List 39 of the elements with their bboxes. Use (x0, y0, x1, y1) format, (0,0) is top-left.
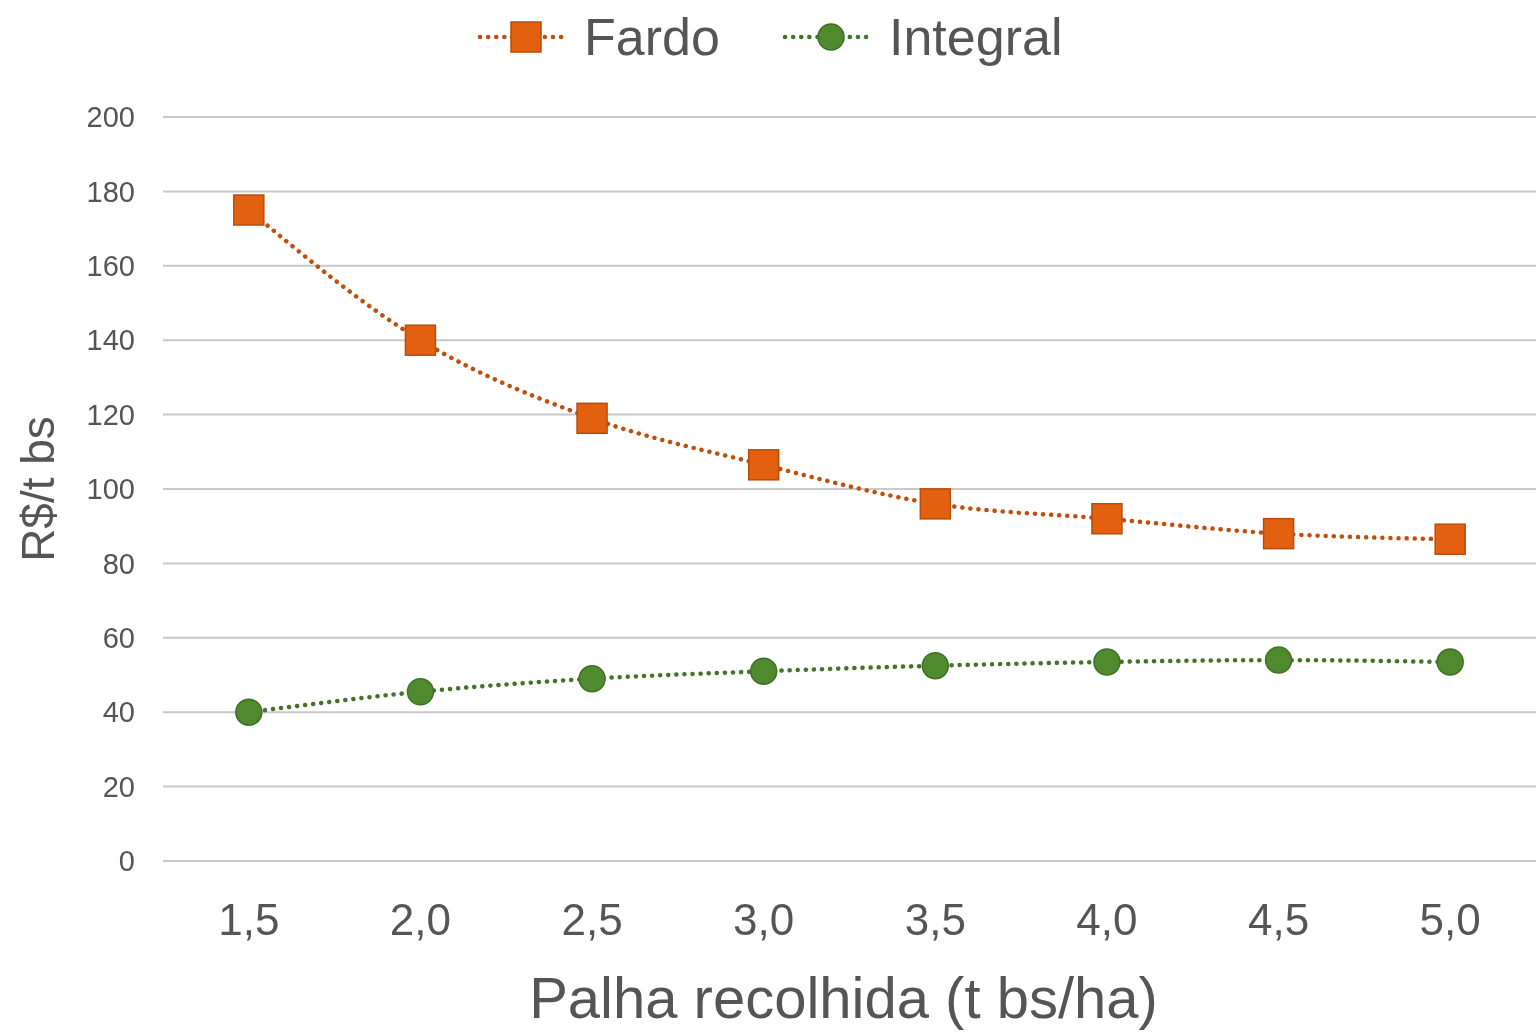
x-tick-label: 5,0 (1419, 895, 1481, 945)
point (406, 677, 435, 706)
y-tick-label: 20 (102, 770, 135, 803)
y-axis-title: R$/t bs (12, 416, 65, 562)
x-tick-label: 4,5 (1247, 895, 1310, 945)
y-tick-label: 40 (102, 696, 135, 729)
y-tick-label: 60 (102, 621, 135, 654)
point (1091, 503, 1123, 535)
x-tick-label: 3,5 (904, 895, 966, 945)
x-tick-label: 2,5 (561, 895, 623, 945)
point (1434, 523, 1466, 555)
y-tick-label: 0 (118, 845, 135, 878)
x-tick-label: 2,0 (389, 895, 452, 945)
y-tick-label: 100 (86, 473, 135, 506)
y-tick-label: 80 (102, 547, 135, 580)
x-axis-title: Palha recolhida (t bs/ha) (529, 965, 1158, 1031)
x-tick-label: 1,5 (218, 895, 280, 945)
point (576, 402, 608, 435)
legend-label: Integral (889, 8, 1063, 67)
y-tick-label: 180 (86, 175, 135, 208)
y-tick-label: 120 (86, 398, 135, 431)
point (1436, 648, 1464, 676)
point (1262, 517, 1295, 550)
point (578, 664, 606, 693)
legend-label: Fardo (584, 8, 720, 67)
y-tick-label: 160 (86, 249, 135, 282)
y-tick-label: 140 (86, 324, 135, 357)
point (235, 698, 263, 726)
y-tick-label: 200 (86, 101, 135, 134)
point (747, 449, 780, 481)
point (233, 194, 265, 226)
x-tick-label: 3,0 (733, 895, 795, 945)
point (921, 651, 950, 680)
point (1264, 646, 1293, 674)
point (404, 324, 437, 356)
point (749, 657, 778, 686)
point (1093, 648, 1121, 676)
x-tick-label: 4,0 (1076, 895, 1138, 945)
point (919, 488, 952, 520)
